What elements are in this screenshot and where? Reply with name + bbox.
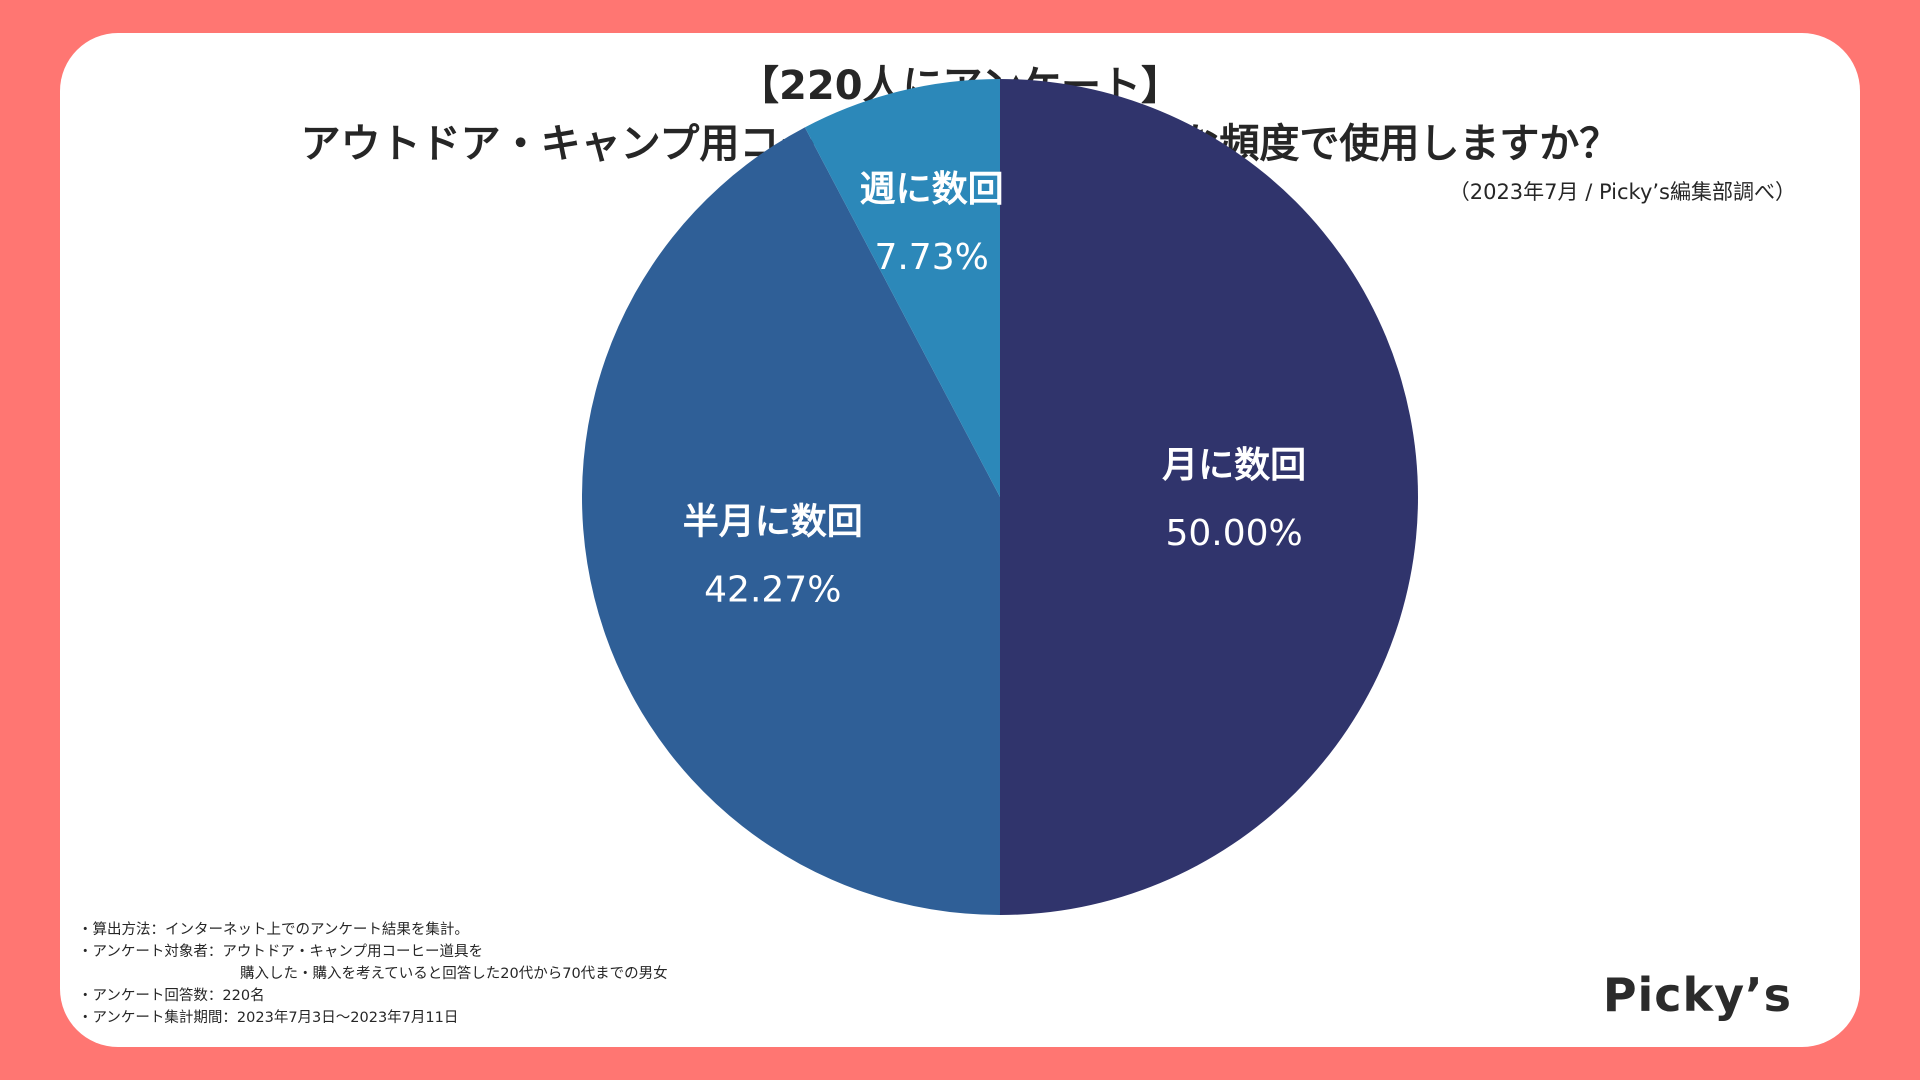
chart-card: 【220人にアンケート】 アウトドア・キャンプ用コーヒー道具はどのような頻度で使… (60, 33, 1860, 1047)
pie-slice-monthly (1000, 79, 1418, 915)
brand-logo: Picky’s (1602, 968, 1792, 1022)
pie-slice-half-month (581, 127, 1000, 916)
slice-value-weekly: 7.73% (874, 237, 988, 278)
note-method: ・算出方法：インターネット上でのアンケート結果を集計。 (78, 922, 469, 938)
pie-chart: 月に数回 50.00% 半月に数回 42.27% 週に数回 7.73% (581, 79, 1418, 916)
note-period: ・アンケート集計期間：2023年7月3日〜2023年7月11日 (78, 1010, 459, 1026)
note-respondents: ・アンケート回答数：220名 (78, 988, 265, 1004)
note-target-cont: 購入した・購入を考えていると回答した20代から70代までの男女 (240, 966, 668, 982)
slice-label-half-month: 半月に数回 (683, 501, 863, 542)
note-target: ・アンケート対象者：アウトドア・キャンプ用コーヒー道具を (78, 944, 483, 960)
slice-value-monthly: 50.00% (1165, 513, 1302, 554)
source-note: （2023年7月 / Picky’s編集部調べ） (1448, 180, 1796, 204)
slice-label-weekly: 週に数回 (860, 169, 1004, 210)
pie-slice-weekly (804, 79, 1000, 497)
slice-label-monthly: 月に数回 (1162, 445, 1306, 486)
survey-notes: ・算出方法：インターネット上でのアンケート結果を集計。 ・アンケート対象者：アウ… (78, 919, 668, 1029)
slice-value-half-month: 42.27% (704, 569, 841, 610)
